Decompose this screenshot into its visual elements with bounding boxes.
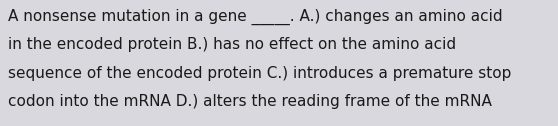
Text: codon into the mRNA D.) alters the reading frame of the mRNA: codon into the mRNA D.) alters the readi… [8,94,492,109]
Text: in the encoded protein B.) has no effect on the amino acid: in the encoded protein B.) has no effect… [8,37,456,52]
Text: sequence of the encoded protein C.) introduces a premature stop: sequence of the encoded protein C.) intr… [8,66,511,81]
Text: A nonsense mutation in a gene _____. A.) changes an amino acid: A nonsense mutation in a gene _____. A.)… [8,9,502,25]
